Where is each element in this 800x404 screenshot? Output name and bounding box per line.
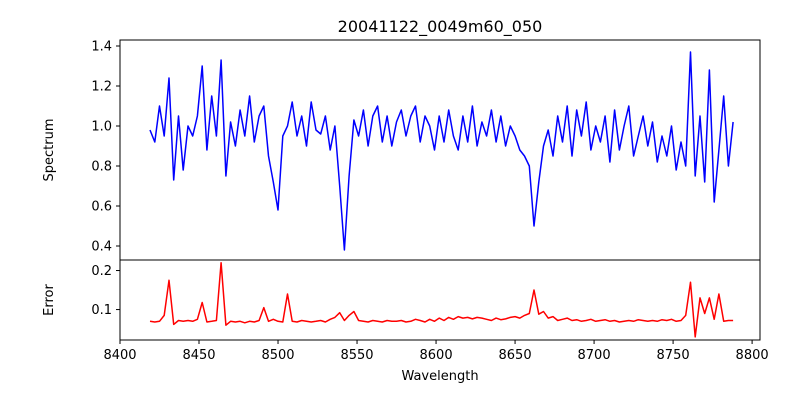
spectrum-line — [149, 51, 734, 251]
chart-title: 20041122_0049m60_050 — [338, 17, 543, 37]
y-tick-label: 1.2 — [91, 80, 112, 95]
y-tick-label: 0.8 — [91, 160, 112, 175]
x-tick-label: 8550 — [340, 348, 373, 363]
axes-frame-0 — [119, 39, 761, 261]
x-tick-label: 8750 — [657, 348, 690, 363]
x-tick-label: 8450 — [182, 348, 215, 363]
y-axis-label-error: Error — [42, 284, 57, 316]
x-tick-label: 8500 — [261, 348, 294, 363]
y-tick-label: 0.2 — [91, 264, 112, 279]
x-axis-label: Wavelength — [401, 369, 478, 384]
x-tick-label: 8600 — [420, 348, 453, 363]
y-tick-label: 0.1 — [91, 303, 112, 318]
y-tick-label: 1.0 — [91, 120, 112, 135]
y-tick-label: 0.4 — [91, 240, 112, 255]
y-axis-label-spectrum: Spectrum — [42, 119, 57, 182]
x-tick-label: 8650 — [499, 348, 532, 363]
error-line — [149, 261, 734, 338]
x-tick-label: 8800 — [736, 348, 769, 363]
x-tick-label: 8700 — [578, 348, 611, 363]
y-tick-label: 0.6 — [91, 200, 112, 215]
axes-frame-1 — [119, 259, 761, 341]
y-tick-label: 1.4 — [91, 40, 112, 55]
x-tick-label: 8400 — [103, 348, 136, 363]
